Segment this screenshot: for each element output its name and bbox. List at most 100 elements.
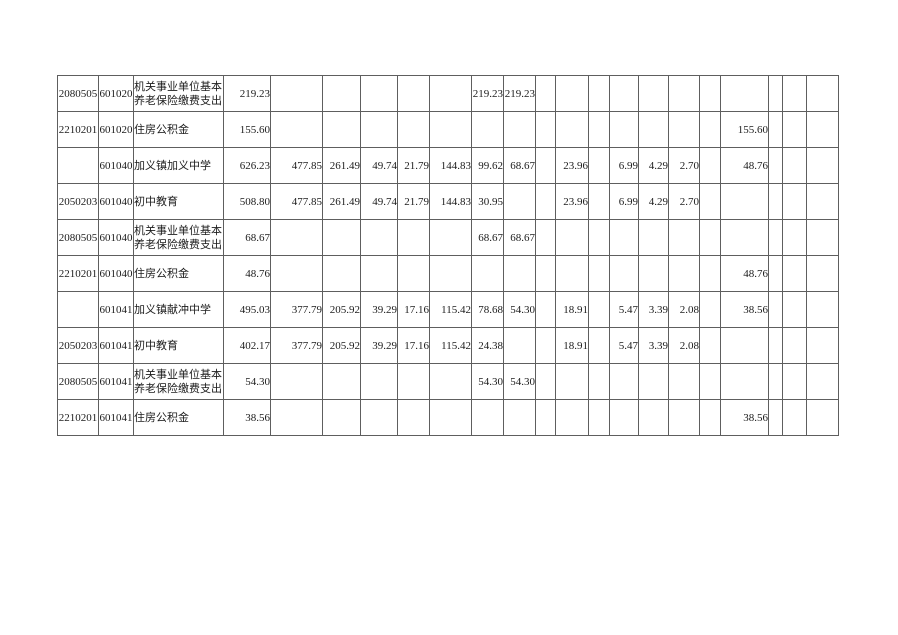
table-row: 601040 加义镇加义中学 626.23 477.85 261.49 49.74 21.7…: [57, 147, 839, 184]
table-cell-amount-col-19: [720, 75, 769, 112]
table-cell-program-code: 2050203: [57, 327, 99, 364]
table-cell-amount-col-8: [397, 363, 430, 400]
table-cell-amount-col-21: [782, 327, 807, 364]
table-cell-amount-col-5: [270, 111, 323, 148]
table-cell-amount-col-5: [270, 255, 323, 292]
table-cell-amount-total: 38.56: [223, 399, 271, 436]
table-cell-unit-code: 601041: [98, 327, 134, 364]
table-cell-amount-col-7: [360, 255, 398, 292]
table-cell-amount-col-17: [668, 399, 700, 436]
table-cell-amount-col-18: [699, 183, 721, 220]
table-cell-unit-code: 601020: [98, 75, 134, 112]
table-cell-amount-col-15: [609, 111, 639, 148]
table-cell-amount-col-17: 2.08: [668, 327, 700, 364]
table-cell-amount-col-9: 144.83: [429, 183, 472, 220]
table-cell-amount-col-5: [270, 75, 323, 112]
table-cell-item-name: 机关事业单位基本养老保险缴费支出: [133, 219, 224, 256]
table-cell-amount-col-17: 2.70: [668, 147, 700, 184]
table-cell-amount-total: 68.67: [223, 219, 271, 256]
table-cell-item-name: 初中教育: [133, 183, 224, 220]
table-cell-amount-col-19: 38.56: [720, 399, 769, 436]
table-cell-amount-col-19: [720, 327, 769, 364]
table-cell-amount-col-18: [699, 327, 721, 364]
table-row: 2080505 601041 机关事业单位基本养老保险缴费支出 54.30 54.30 5…: [57, 363, 839, 400]
table-cell-amount-col-13: [555, 219, 589, 256]
table-cell-amount-col-21: [782, 147, 807, 184]
table-cell-amount-col-19: [720, 183, 769, 220]
table-cell-amount-col-14: [588, 111, 610, 148]
table-cell-unit-code: 601040: [98, 147, 134, 184]
table-cell-amount-col-7: [360, 399, 398, 436]
table-cell-program-code: [57, 291, 99, 328]
table-cell-amount-col-14: [588, 363, 610, 400]
table-cell-amount-col-16: 3.39: [638, 291, 669, 328]
table-row: 601041 加义镇献冲中学 495.03 377.79 205.92 39.29 17.1…: [57, 291, 839, 328]
table-cell-amount-col-11: 68.67: [503, 219, 536, 256]
table-cell-amount-col-12: [535, 363, 556, 400]
table-cell-amount-col-19: 48.76: [720, 147, 769, 184]
table-cell-amount-col-10: 24.38: [471, 327, 504, 364]
table-cell-amount-col-15: 5.47: [609, 291, 639, 328]
table-cell-amount-col-15: [609, 75, 639, 112]
table-cell-amount-col-21: [782, 111, 807, 148]
table-cell-item-name: 加义镇献冲中学: [133, 291, 224, 328]
table-cell-unit-code: 601020: [98, 111, 134, 148]
table-cell-item-name: 机关事业单位基本养老保险缴费支出: [133, 75, 224, 112]
table-cell-amount-col-19: [720, 219, 769, 256]
table-cell-amount-col-21: [782, 399, 807, 436]
table-cell-amount-col-7: 39.29: [360, 327, 398, 364]
table-row: 2210201 601041 住房公积金 38.56 38.56: [57, 399, 839, 436]
table-cell-amount-col-22: [806, 291, 839, 328]
table-cell-amount-col-14: [588, 219, 610, 256]
table-cell-amount-col-13: [555, 363, 589, 400]
table-cell-amount-col-10: [471, 399, 504, 436]
table-cell-amount-col-20: [768, 219, 783, 256]
table-cell-amount-col-20: [768, 255, 783, 292]
table-cell-amount-col-6: 205.92: [322, 291, 361, 328]
table-cell-amount-col-12: [535, 219, 556, 256]
table-cell-program-code: [57, 147, 99, 184]
table-row: 2080505 601040 机关事业单位基本养老保险缴费支出 68.67 68.67 6…: [57, 219, 839, 256]
table-cell-amount-col-15: [609, 363, 639, 400]
table-cell-amount-total: 155.60: [223, 111, 271, 148]
table-cell-amount-col-13: 18.91: [555, 327, 589, 364]
table-cell-amount-col-14: [588, 147, 610, 184]
table-cell-amount-col-12: [535, 147, 556, 184]
table-cell-amount-col-18: [699, 147, 721, 184]
table-cell-amount-col-18: [699, 219, 721, 256]
table-cell-program-code: 2050203: [57, 183, 99, 220]
table-cell-amount-col-22: [806, 363, 839, 400]
table-cell-program-code: 2210201: [57, 399, 99, 436]
table-cell-amount-col-5: 477.85: [270, 147, 323, 184]
table-cell-amount-col-22: [806, 255, 839, 292]
table-cell-amount-col-11: [503, 327, 536, 364]
table-cell-amount-col-17: 2.70: [668, 183, 700, 220]
table-cell-amount-col-20: [768, 363, 783, 400]
table-cell-amount-col-17: [668, 363, 700, 400]
table-cell-amount-col-6: [322, 363, 361, 400]
table-cell-item-name: 住房公积金: [133, 111, 224, 148]
table-cell-amount-total: 495.03: [223, 291, 271, 328]
table-cell-amount-col-12: [535, 399, 556, 436]
table-cell-amount-col-22: [806, 147, 839, 184]
table-cell-amount-col-8: [397, 255, 430, 292]
table-cell-amount-col-6: 261.49: [322, 183, 361, 220]
table-cell-amount-col-21: [782, 183, 807, 220]
table-cell-amount-col-9: [429, 111, 472, 148]
table-cell-amount-col-14: [588, 399, 610, 436]
table-cell-amount-col-19: 38.56: [720, 291, 769, 328]
table-cell-amount-col-16: [638, 111, 669, 148]
table-cell-amount-col-11: 68.67: [503, 147, 536, 184]
table-cell-amount-col-18: [699, 75, 721, 112]
table-cell-amount-col-18: [699, 363, 721, 400]
table-cell-amount-col-17: [668, 111, 700, 148]
table-cell-amount-col-16: [638, 219, 669, 256]
table-cell-amount-col-15: 6.99: [609, 147, 639, 184]
table-cell-amount-col-12: [535, 291, 556, 328]
table-cell-amount-col-22: [806, 327, 839, 364]
table-cell-amount-col-7: [360, 219, 398, 256]
table-cell-amount-col-17: [668, 255, 700, 292]
table-cell-amount-col-19: 48.76: [720, 255, 769, 292]
table-cell-amount-col-9: 144.83: [429, 147, 472, 184]
table-cell-amount-col-11: [503, 255, 536, 292]
